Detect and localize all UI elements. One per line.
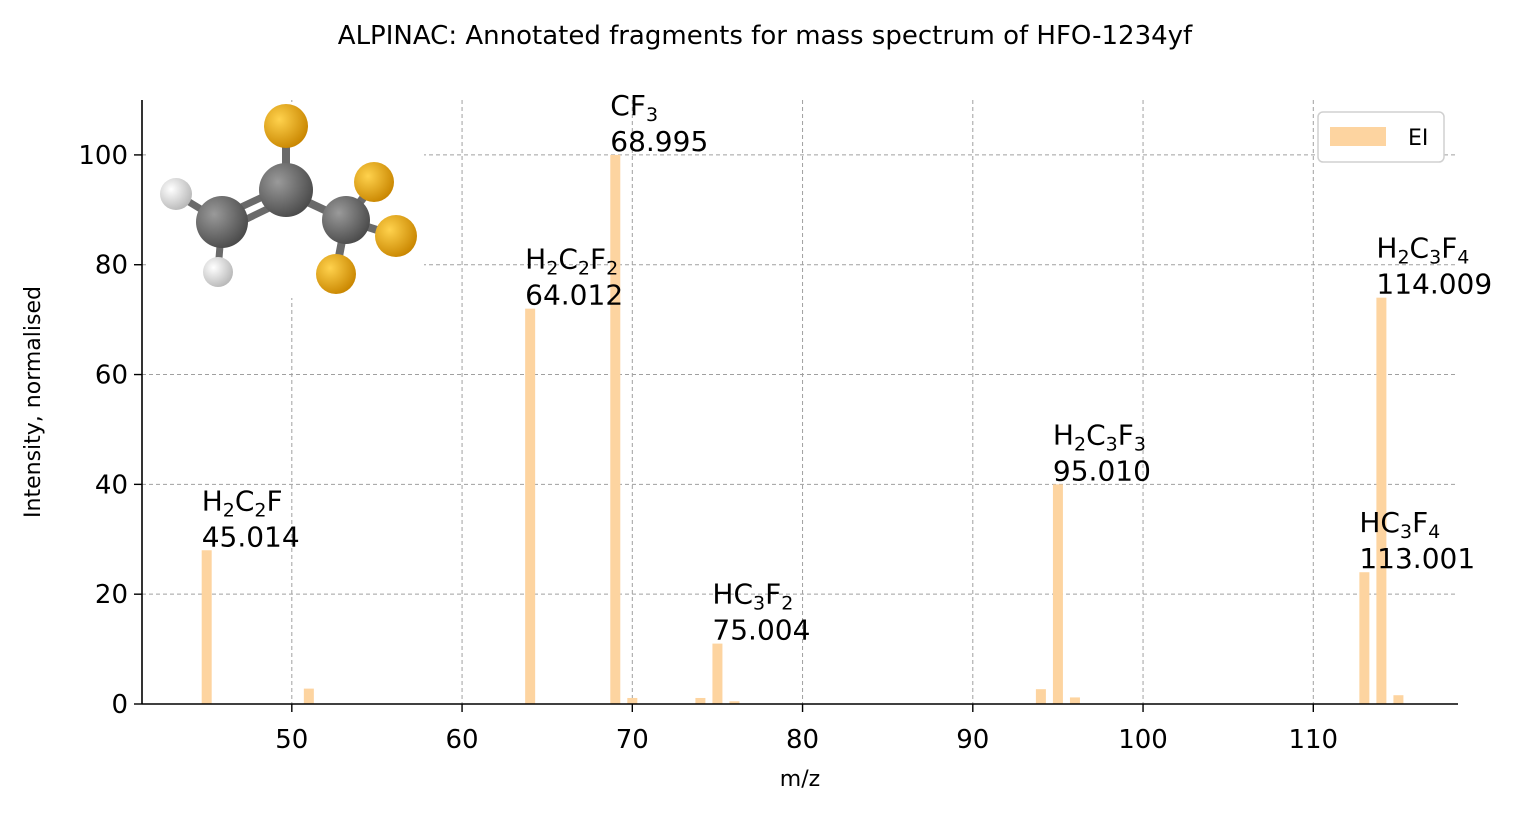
y-tick-label: 20 — [95, 580, 128, 610]
annotation-formula: H2C3F3 — [1053, 418, 1146, 455]
annotation-mass: 113.001 — [1359, 542, 1475, 575]
hydrogen-atom — [203, 257, 233, 287]
bar — [525, 308, 536, 704]
molecule-inset — [146, 102, 424, 298]
x-tick-label: 90 — [956, 725, 989, 755]
bar — [729, 701, 740, 704]
x-tick-label: 100 — [1118, 725, 1168, 755]
x-tick-label: 60 — [446, 725, 479, 755]
bar — [610, 154, 621, 705]
annotation-formula: HC3F2 — [712, 578, 793, 615]
annotation-formula: HC3F4 — [1359, 506, 1440, 543]
grid-lines — [142, 100, 1458, 704]
axes — [141, 100, 1458, 705]
fluorine-atom — [264, 104, 308, 148]
fluorine-atom — [354, 162, 394, 202]
carbon-atom — [322, 196, 370, 244]
y-tick-label: 0 — [111, 690, 128, 720]
annotation-mass: 114.009 — [1376, 268, 1492, 301]
bar — [1052, 484, 1063, 704]
y-tick-label: 40 — [95, 470, 128, 500]
bar — [201, 550, 212, 704]
bar — [1069, 697, 1080, 704]
annotation-formula: H2C2F — [202, 484, 283, 521]
legend-swatch — [1330, 127, 1386, 146]
y-tick-label: 80 — [95, 251, 128, 281]
hydrogen-atom — [160, 178, 192, 210]
annotation-formula: H2C3F4 — [1376, 232, 1469, 269]
bar — [303, 688, 314, 704]
bar — [1035, 689, 1046, 704]
annotation-mass: 75.004 — [712, 614, 810, 647]
y-axis-label: Intensity, normalised — [21, 286, 46, 518]
fluorine-atom — [316, 254, 356, 294]
x-tick-label: 70 — [616, 725, 649, 755]
annotation-formula: H2C2F2 — [525, 243, 618, 280]
bars — [201, 154, 1404, 705]
carbon-atom — [196, 196, 248, 248]
fluorine-atom — [375, 215, 417, 257]
annotation-formula: CF3 — [610, 89, 658, 126]
bar — [1393, 695, 1404, 704]
annotation-mass: 68.995 — [610, 125, 708, 158]
y-tick-label: 100 — [78, 141, 128, 171]
x-tick-label: 110 — [1288, 725, 1338, 755]
legend-label: EI — [1408, 126, 1428, 151]
bar — [1359, 572, 1370, 704]
annotation-mass: 45.014 — [202, 520, 300, 553]
legend: EI — [1317, 111, 1445, 163]
annotation-mass: 95.010 — [1053, 454, 1151, 487]
tick-labels: 50 60 70 80 90 100 110 0 20 40 60 80 100 — [78, 141, 1338, 755]
chart-title: ALPINAC: Annotated fragments for mass sp… — [338, 21, 1193, 51]
bar — [695, 697, 706, 704]
annotation-mass: 64.012 — [525, 279, 623, 312]
bar — [1376, 297, 1387, 704]
x-tick-label: 80 — [786, 725, 819, 755]
y-tick-label: 60 — [95, 361, 128, 391]
bar — [627, 697, 638, 704]
x-axis-label: m/z — [780, 767, 820, 792]
x-tick-label: 50 — [275, 725, 308, 755]
carbon-atom — [259, 163, 313, 217]
bar — [712, 643, 723, 704]
